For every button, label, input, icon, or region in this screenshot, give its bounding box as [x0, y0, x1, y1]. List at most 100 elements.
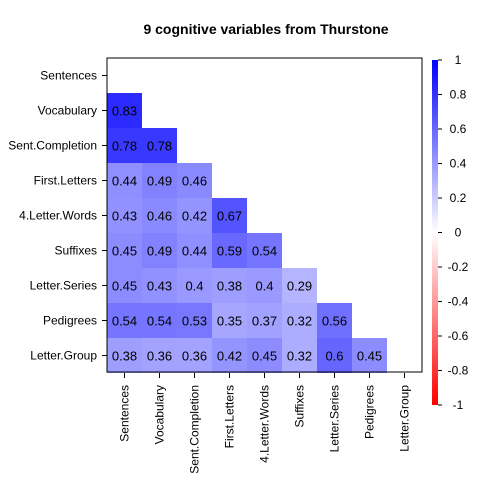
cell-value-label: 0.83 [112, 104, 137, 119]
heatmap-cell [107, 338, 142, 373]
heatmap-cell [142, 268, 177, 303]
cell-value-label: 0.46 [182, 174, 207, 189]
cell-value-label: 0.32 [287, 349, 312, 364]
heatmap-cell [282, 338, 317, 373]
heatmap-cell [317, 338, 352, 373]
cell-value-label: 0.43 [112, 209, 137, 224]
legend-tick-label: 0 [455, 226, 462, 240]
row-label: Sent.Completion [8, 139, 97, 153]
legend-tick-label: 0.8 [450, 88, 467, 102]
heatmap-cell [107, 198, 142, 233]
legend-tick-label: 0.4 [450, 157, 467, 171]
cell-value-label: 0.59 [217, 244, 242, 259]
row-label: Letter.Series [30, 279, 97, 293]
cell-value-label: 0.45 [112, 244, 137, 259]
cell-value-label: 0.44 [112, 174, 137, 189]
legend-tick-label: 0.6 [450, 122, 467, 136]
cell-value-label: 0.78 [147, 139, 172, 154]
chart-title: 9 cognitive variables from Thurstone [143, 21, 388, 37]
legend-tick-label: -0.8 [448, 364, 469, 378]
heatmap-cell [177, 233, 212, 268]
heatmap-cell [107, 128, 142, 163]
cell-value-label: 0.53 [182, 314, 207, 329]
cell-value-label: 0.42 [182, 209, 207, 224]
row-label: Sentences [40, 69, 97, 83]
cell-value-label: 0.45 [252, 349, 277, 364]
heatmap-cell [107, 303, 142, 338]
heatmap-cell [177, 198, 212, 233]
column-label: Suffixes [293, 385, 307, 427]
heatmap-cell [352, 338, 387, 373]
legend-tick-label: 1 [455, 53, 462, 67]
heatmap-cell [107, 93, 142, 128]
cell-value-label: 0.49 [147, 244, 172, 259]
row-axis: Sentences Vocabulary Sent.Completion First.… [8, 69, 107, 363]
cell-value-label: 0.42 [217, 349, 242, 364]
heatmap-cell [247, 268, 282, 303]
column-label: 4.Letter.Words [258, 385, 272, 463]
heatmap-cell [212, 268, 247, 303]
heatmap-cell [212, 338, 247, 373]
heatmap-cell [177, 268, 212, 303]
heatmap-cell [282, 268, 317, 303]
heatmap-cell [177, 338, 212, 373]
cell-value-label: 0.49 [147, 174, 172, 189]
cell-value-label: 0.6 [325, 349, 343, 364]
heatmap-cell [177, 303, 212, 338]
heatmap-cell [107, 233, 142, 268]
cell-value-label: 0.43 [147, 279, 172, 294]
row-label: First.Letters [34, 174, 97, 188]
cell-value-label: 0.46 [147, 209, 172, 224]
column-label: Letter.Group [398, 385, 412, 452]
cell-value-label: 0.38 [217, 279, 242, 294]
heatmap-cell [142, 233, 177, 268]
row-label: 4.Letter.Words [19, 209, 97, 223]
cell-value-label: 0.45 [112, 279, 137, 294]
column-label: Letter.Series [328, 385, 342, 452]
legend-colorbar [432, 60, 438, 405]
heatmap-cell [107, 268, 142, 303]
cell-value-label: 0.4 [185, 279, 203, 294]
cell-value-label: 0.78 [112, 139, 137, 154]
heatmap-cell [177, 163, 212, 198]
heatmap-cell [107, 163, 142, 198]
cell-value-label: 0.4 [255, 279, 273, 294]
row-label: Suffixes [55, 244, 97, 258]
cell-value-label: 0.54 [147, 314, 172, 329]
column-label: Pedigrees [363, 385, 377, 439]
cell-value-label: 0.38 [112, 349, 137, 364]
heatmap-cell [142, 338, 177, 373]
cell-value-label: 0.44 [182, 244, 207, 259]
heatmap-cell [142, 128, 177, 163]
legend-tick-label: -0.2 [448, 260, 469, 274]
row-label: Letter.Group [30, 349, 97, 363]
heatmap-cell [247, 338, 282, 373]
legend-tick-label: -0.4 [448, 295, 469, 309]
column-label: Vocabulary [153, 385, 167, 444]
column-label: Sent.Completion [188, 385, 202, 474]
column-axis: Sentences Vocabulary Sent.Completion First.… [118, 373, 412, 474]
cell-value-label: 0.56 [322, 314, 347, 329]
column-label: First.Letters [223, 385, 237, 448]
heatmap-cell [247, 233, 282, 268]
heatmap-cell [317, 303, 352, 338]
color-legend: 1 0.8 0.6 0.4 0.2 0 -0.2 -0.4 -0.6 -0.8 -1 [432, 53, 469, 412]
cell-value-label: 0.45 [357, 349, 382, 364]
cell-value-label: 0.54 [252, 244, 277, 259]
legend-tick-label: -0.6 [448, 329, 469, 343]
cell-value-label: 0.35 [217, 314, 242, 329]
column-label: Sentences [118, 385, 132, 442]
cell-value-label: 0.54 [112, 314, 137, 329]
legend-tick-label: -1 [453, 398, 464, 412]
row-label: Vocabulary [38, 104, 97, 118]
heatmap-cell [212, 233, 247, 268]
cell-value-label: 0.37 [252, 314, 277, 329]
heatmap-cell [142, 303, 177, 338]
heatmap-cell [282, 303, 317, 338]
cell-value-label: 0.67 [217, 209, 242, 224]
cell-value-label: 0.29 [287, 279, 312, 294]
legend-tick-label: 0.2 [450, 191, 467, 205]
cell-value-label: 0.32 [287, 314, 312, 329]
heatmap-cell [212, 303, 247, 338]
